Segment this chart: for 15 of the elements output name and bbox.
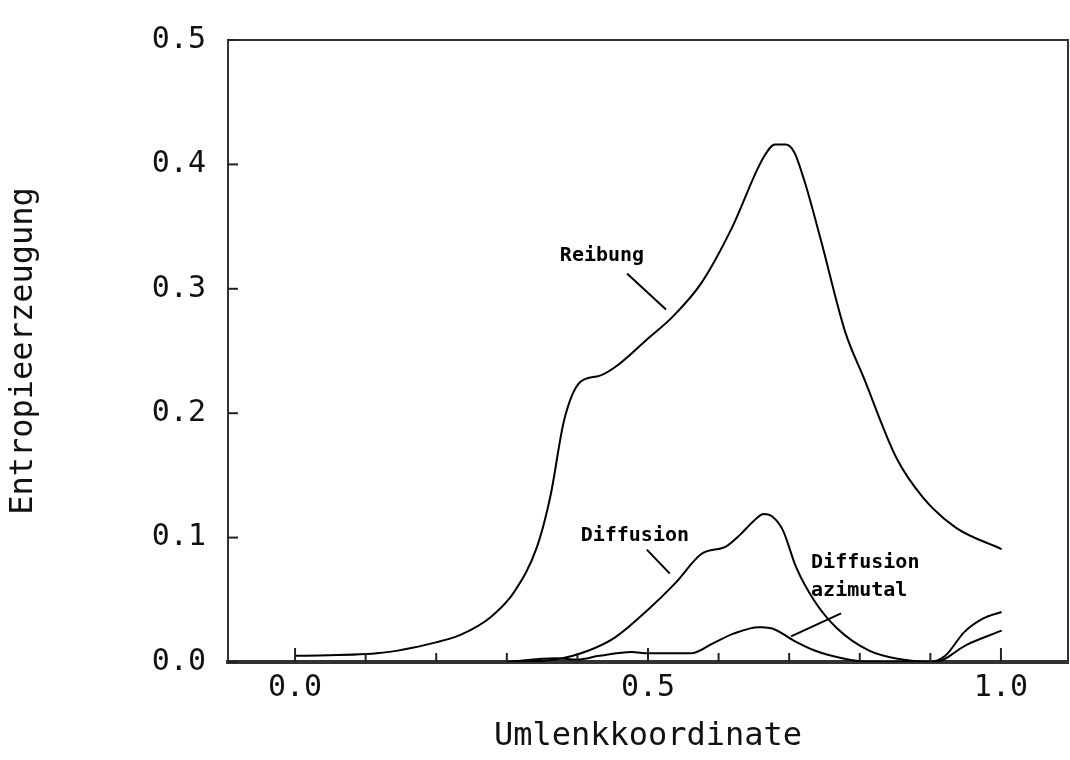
y-tick-label: 0.3 [151, 268, 206, 304]
x-axis-title: Umlenkkoordinate [493, 715, 803, 754]
text: Diffusion azimutal [811, 549, 920, 602]
y-axis-title: Entropieerzeugung [1, 187, 40, 515]
y-tick-label: 0.4 [151, 144, 206, 180]
y-tick-label: 0.1 [151, 517, 206, 553]
text: Reibung [559, 241, 645, 266]
y-tick-label: 0.2 [151, 393, 206, 428]
x-tick-label: 0.0 [267, 667, 323, 703]
x-tick-label: 0.5 [620, 667, 676, 703]
x-tick-label: 1.0 [973, 667, 1029, 703]
series-label: Diffusion [580, 521, 690, 546]
y-tick-label: 0.0 [151, 641, 206, 677]
y-tick-label: 0.5 [151, 19, 206, 55]
line-series [294, 143, 1002, 657]
